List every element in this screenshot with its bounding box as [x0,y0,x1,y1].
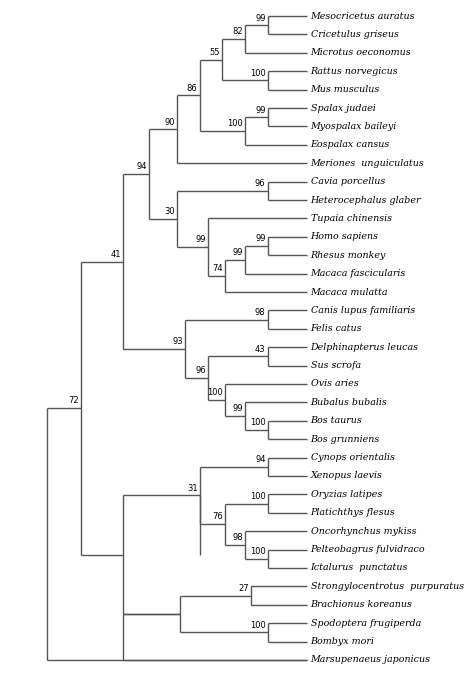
Text: 100: 100 [207,388,223,397]
Text: 43: 43 [255,345,265,354]
Text: 94: 94 [255,455,265,464]
Text: Marsupenaeus japonicus: Marsupenaeus japonicus [310,656,430,665]
Text: Cynops orientalis: Cynops orientalis [310,453,394,462]
Text: Microtus oeconomus: Microtus oeconomus [310,49,411,57]
Text: Bos grunniens: Bos grunniens [310,435,380,443]
Text: Eospalax cansus: Eospalax cansus [310,141,390,149]
Text: Canis lupus familiaris: Canis lupus familiaris [310,306,415,315]
Text: 74: 74 [212,264,223,273]
Text: Oncorhynchus mykiss: Oncorhynchus mykiss [310,527,416,535]
Text: Pelteobagrus fulvidraco: Pelteobagrus fulvidraco [310,545,425,554]
Text: 100: 100 [250,547,265,556]
Text: Brachionus koreanus: Brachionus koreanus [310,600,412,609]
Text: 55: 55 [210,48,220,57]
Text: 41: 41 [110,250,121,259]
Text: Strongylocentrotus  purpuratus: Strongylocentrotus purpuratus [310,582,464,591]
Text: Spalax judaei: Spalax judaei [310,103,375,113]
Text: 100: 100 [250,69,265,78]
Text: 100: 100 [250,621,265,629]
Text: Cricetulus griseus: Cricetulus griseus [310,30,399,39]
Text: 99: 99 [232,404,243,414]
Text: 96: 96 [255,179,265,188]
Text: Delphinapterus leucas: Delphinapterus leucas [310,343,419,352]
Text: 27: 27 [238,584,248,593]
Text: Homo sapiens: Homo sapiens [310,233,379,241]
Text: Bubalus bubalis: Bubalus bubalis [310,398,387,407]
Text: Macaca fascicularis: Macaca fascicularis [310,269,406,278]
Text: 90: 90 [164,118,175,126]
Text: Mesocricetus auratus: Mesocricetus auratus [310,11,415,20]
Text: Rattus norvegicus: Rattus norvegicus [310,67,398,76]
Text: 98: 98 [232,533,243,542]
Text: 99: 99 [255,235,265,243]
Text: 99: 99 [232,248,243,257]
Text: Macaca mulatta: Macaca mulatta [310,287,388,297]
Text: Felis catus: Felis catus [310,324,362,333]
Text: 100: 100 [227,119,243,128]
Text: Ovis aries: Ovis aries [310,379,358,389]
Text: Ictalurus  punctatus: Ictalurus punctatus [310,563,408,573]
Text: 99: 99 [196,235,206,245]
Text: 72: 72 [68,396,79,406]
Text: 100: 100 [250,491,265,501]
Text: Sus scrofa: Sus scrofa [310,361,361,370]
Text: Myospalax baileyi: Myospalax baileyi [310,122,397,131]
Text: 99: 99 [255,105,265,114]
Text: Rhesus monkey: Rhesus monkey [310,251,386,260]
Text: 86: 86 [187,84,198,93]
Text: Bos taurus: Bos taurus [310,416,362,425]
Text: 100: 100 [250,418,265,427]
Text: Spodoptera frugiperda: Spodoptera frugiperda [310,619,421,627]
Text: 99: 99 [255,14,265,22]
Text: Meriones  unguiculatus: Meriones unguiculatus [310,159,424,168]
Text: 94: 94 [136,162,146,172]
Text: Tupaia chinensis: Tupaia chinensis [310,214,392,223]
Text: Xenopus laevis: Xenopus laevis [310,471,383,481]
Text: Cavia porcellus: Cavia porcellus [310,177,385,186]
Text: 98: 98 [255,308,265,317]
Text: 93: 93 [173,337,183,346]
Text: Platichthys flesus: Platichthys flesus [310,508,395,517]
Text: Bombyx mori: Bombyx mori [310,637,374,646]
Text: 30: 30 [164,208,175,216]
Text: Heterocephalus glaber: Heterocephalus glaber [310,195,421,205]
Text: Mus musculus: Mus musculus [310,85,380,94]
Text: 76: 76 [212,512,223,521]
Text: Oryzias latipes: Oryzias latipes [310,490,382,499]
Text: 96: 96 [195,366,206,375]
Text: 82: 82 [232,27,243,37]
Text: 31: 31 [187,484,198,493]
